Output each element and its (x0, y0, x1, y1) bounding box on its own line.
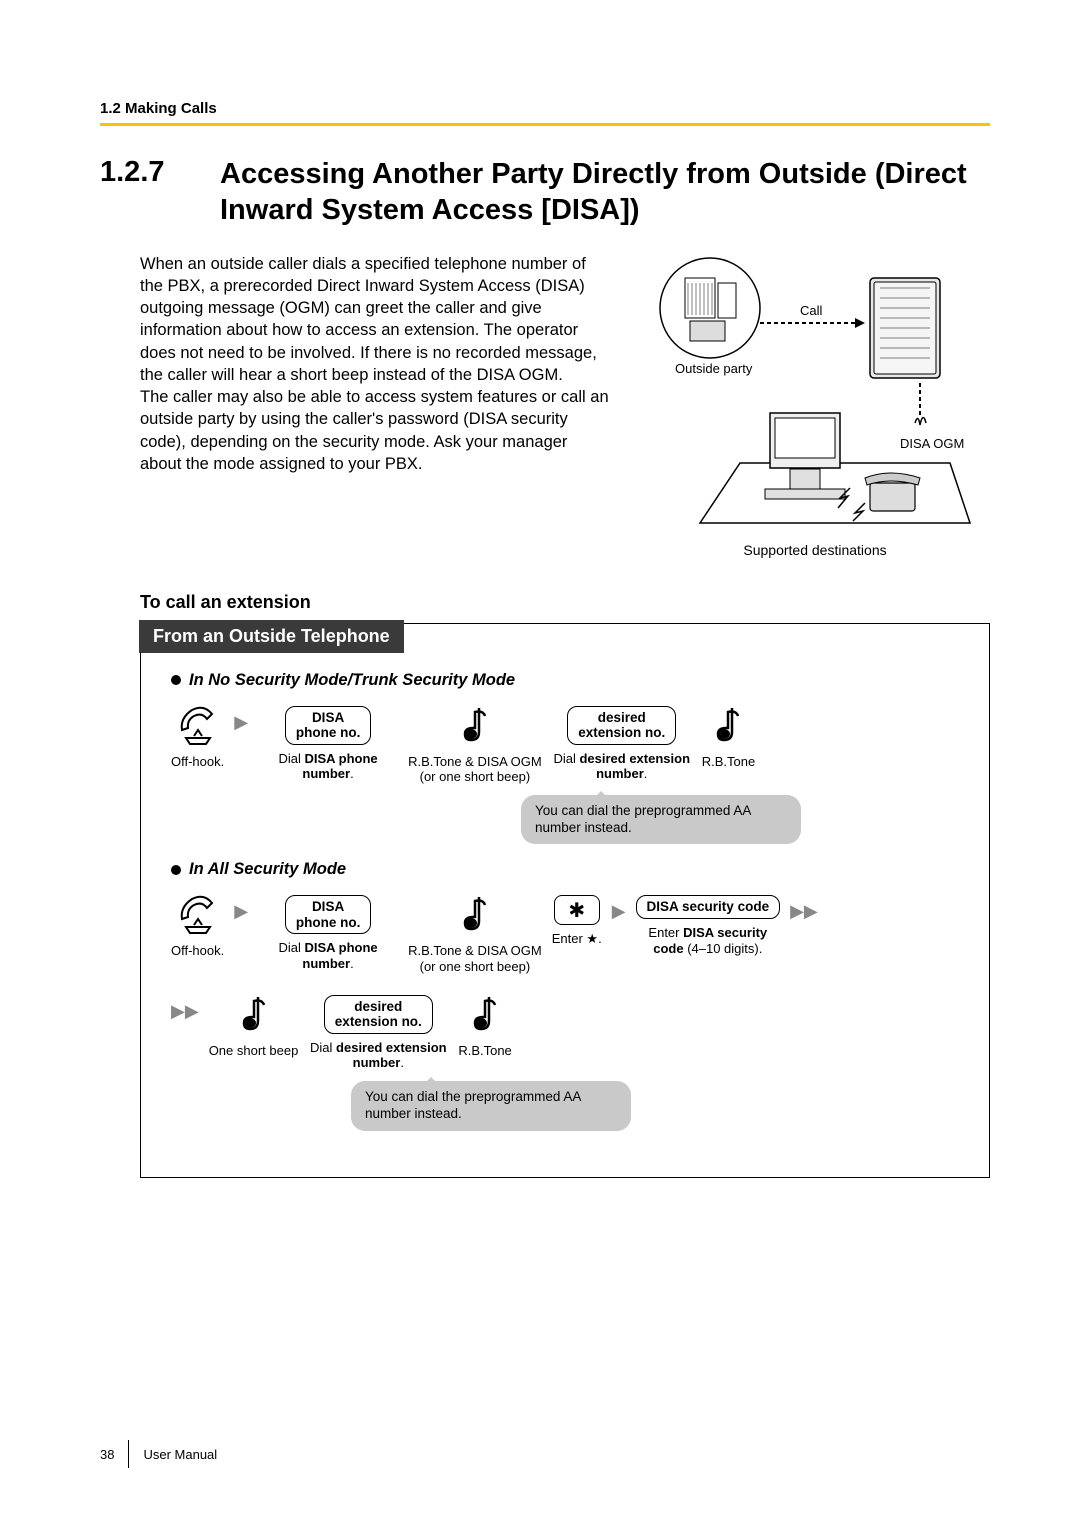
beep-caption: One short beep (209, 1043, 299, 1059)
mode2-flow-row2: ▶▶ One short beep desiredextension no. D… (171, 989, 989, 1071)
page-number: 38 (100, 1447, 114, 1462)
arrow-icon: ▶▶ (790, 901, 818, 922)
phone-offhook-icon (174, 889, 222, 937)
star-caption: Enter ★. (552, 931, 602, 947)
ext-box-2: desiredextension no. (324, 995, 433, 1034)
sec-code-box: DISA security code (636, 895, 781, 919)
ext-caption: Dial desired extension number. (552, 751, 692, 782)
intro-text: When an outside caller dials a specified… (140, 253, 610, 558)
title-number: 1.2.7 (100, 156, 220, 229)
page: 1.2 Making Calls 1.2.7 Accessing Another… (0, 0, 1080, 1528)
rbtone2-step-2: R.B.Tone (458, 989, 511, 1059)
ext-step: desiredextension no. Dial desired extens… (552, 700, 692, 782)
book-title: User Manual (143, 1447, 217, 1462)
disa-phone-step: DISAphone no. Dial DISA phone number. (258, 700, 398, 782)
intro-p2: The caller may also be able to access sy… (140, 388, 609, 473)
bullet-icon (171, 865, 181, 875)
subheading: To call an extension (140, 592, 990, 613)
footer-divider (128, 1440, 129, 1468)
star-key-icon: ✱ (554, 895, 600, 925)
rbtone-step-2: R.B.Tone & DISA OGM(or one short beep) (408, 889, 542, 974)
mode1-title: In No Security Mode/Trunk Security Mode (171, 671, 989, 690)
intro-row: When an outside caller dials a specified… (100, 253, 990, 558)
arrow-icon: ▶ (234, 712, 248, 733)
title-row: 1.2.7 Accessing Another Party Directly f… (100, 156, 990, 229)
arrow-icon: ▶ (612, 901, 626, 922)
diagram-disa-ogm-label: DISA OGM (900, 436, 964, 451)
arrow-icon: ▶▶ (171, 1001, 199, 1022)
yellow-rule (100, 123, 990, 126)
rbtone2-caption: R.B.Tone (702, 754, 755, 770)
rbtone2-step: R.B.Tone (702, 700, 755, 770)
mode2-callout: You can dial the preprogrammed AA number… (351, 1081, 631, 1131)
ext-step-2: desiredextension no. Dial desired extens… (308, 989, 448, 1071)
rbtone-caption-2: R.B.Tone & DISA OGM(or one short beep) (408, 943, 542, 974)
offhook-step: Off-hook. (171, 700, 224, 770)
disa-phone-box: DISAphone no. (285, 706, 372, 745)
diagram-outside-party-label: Outside party (675, 361, 753, 376)
mode1-title-text: In No Security Mode/Trunk Security Mode (189, 671, 515, 690)
diagram-call-label: Call (800, 303, 823, 318)
disa-phone-caption: Dial DISA phone number. (258, 751, 398, 782)
disa-diagram-svg: Outside party Call DISA OGM (640, 253, 990, 533)
procedure-box: From an Outside Telephone In No Security… (140, 623, 990, 1178)
mode2-title: In All Security Mode (171, 860, 989, 879)
title-text: Accessing Another Party Directly from Ou… (220, 156, 990, 229)
diagram: Outside party Call DISA OGM (640, 253, 990, 558)
music-note-icon (451, 700, 499, 748)
disa-phone-step-2: DISAphone no. Dial DISA phone number. (258, 889, 398, 971)
music-note-icon (704, 700, 752, 748)
sec-code-caption: Enter DISA security code (4–10 digits). (638, 925, 778, 956)
phone-offhook-icon (174, 700, 222, 748)
rbtone-caption: R.B.Tone & DISA OGM(or one short beep) (408, 754, 542, 785)
star-step: ✱ Enter ★. (552, 889, 602, 947)
mode2-title-text: In All Security Mode (189, 860, 346, 879)
mode2-flow-row1: Off-hook. ▶ DISAphone no. Dial DISA phon… (171, 889, 989, 974)
offhook-step-2: Off-hook. (171, 889, 224, 959)
rbtone2-caption-2: R.B.Tone (458, 1043, 511, 1059)
disa-phone-box-2: DISAphone no. (285, 895, 372, 934)
ext-box: desiredextension no. (567, 706, 676, 745)
rbtone-step: R.B.Tone & DISA OGM(or one short beep) (408, 700, 542, 785)
mode1-flow: Off-hook. ▶ DISAphone no. Dial DISA phon… (171, 700, 989, 785)
bullet-icon (171, 675, 181, 685)
mode1-callout: You can dial the preprogrammed AA number… (521, 795, 801, 845)
procedure-header: From an Outside Telephone (139, 620, 404, 653)
music-note-icon (461, 989, 509, 1037)
music-note-icon (230, 989, 278, 1037)
section-header: 1.2 Making Calls (100, 100, 990, 117)
intro-p1: When an outside caller dials a specified… (140, 255, 597, 384)
offhook-caption: Off-hook. (171, 754, 224, 770)
footer: 38 User Manual (100, 1440, 217, 1468)
music-note-icon (451, 889, 499, 937)
sec-code-step: DISA security code Enter DISA security c… (636, 889, 781, 956)
offhook-caption-2: Off-hook. (171, 943, 224, 959)
beep-step: One short beep (209, 989, 299, 1059)
arrow-icon: ▶ (234, 901, 248, 922)
diagram-caption: Supported destinations (640, 542, 990, 558)
disa-phone-caption-2: Dial DISA phone number. (258, 940, 398, 971)
